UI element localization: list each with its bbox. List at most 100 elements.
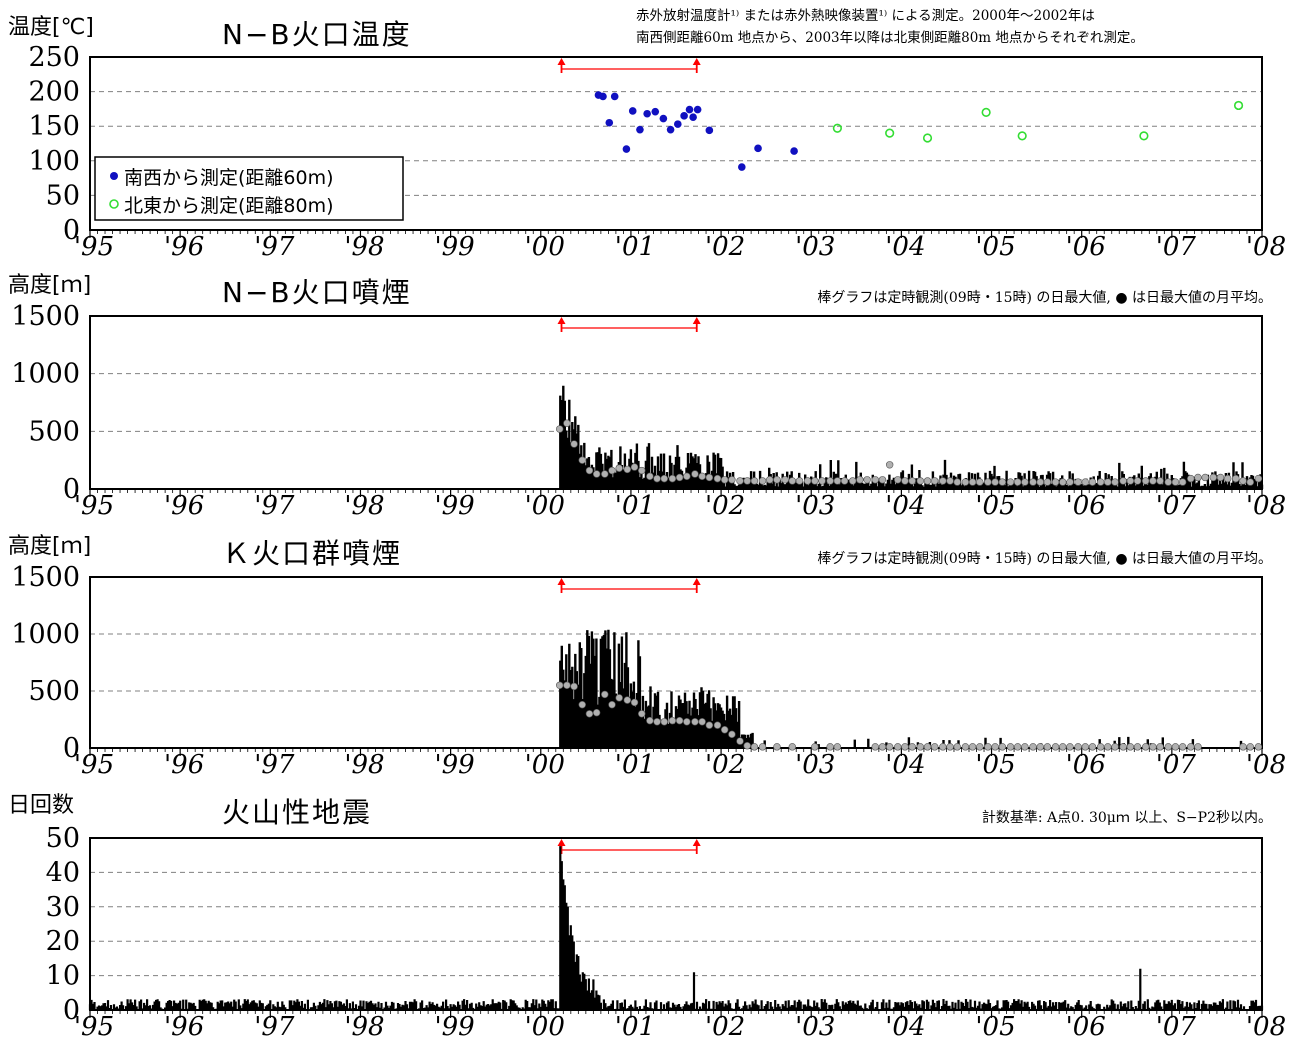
monthly-average-point bbox=[1059, 479, 1066, 486]
eruption-period-arrowhead bbox=[558, 317, 566, 324]
monthly-average-point bbox=[728, 731, 735, 738]
monthly-average-point bbox=[1195, 474, 1202, 481]
monthly-average-point bbox=[947, 743, 954, 750]
monthly-average-point bbox=[646, 717, 653, 724]
monthly-average-point bbox=[924, 478, 931, 485]
monthly-average-point bbox=[683, 473, 690, 480]
monthly-average-point bbox=[737, 478, 744, 485]
x-tick-label: '00 bbox=[525, 750, 565, 780]
x-tick-label: '98 bbox=[344, 232, 384, 262]
monthly-average-point bbox=[1240, 743, 1247, 750]
monthly-average-point bbox=[661, 718, 668, 725]
monthly-average-point bbox=[1247, 479, 1254, 486]
monthly-average-point bbox=[1037, 743, 1044, 750]
monthly-average-point bbox=[624, 466, 631, 473]
monthly-average-point bbox=[1037, 479, 1044, 486]
monthly-average-point bbox=[1150, 478, 1157, 485]
earthquake-title: 火山性地震 bbox=[222, 796, 372, 829]
northeast-point bbox=[1235, 102, 1243, 110]
temperature-note-line1: 赤外放射温度計¹⁾ または赤外熱映像装置¹⁾ による測定。2000年〜2002年… bbox=[636, 8, 1095, 24]
monthly-average-point bbox=[1150, 743, 1157, 750]
monthly-average-point bbox=[638, 467, 645, 474]
monthly-average-point bbox=[985, 479, 992, 486]
y-tick-label: 500 bbox=[28, 416, 80, 447]
monthly-average-point bbox=[1165, 479, 1172, 486]
monthly-average-point bbox=[692, 471, 699, 478]
monthly-average-point bbox=[849, 478, 856, 485]
monthly-average-point bbox=[1217, 474, 1224, 481]
monthly-average-point bbox=[1127, 478, 1134, 485]
northeast-point bbox=[1018, 132, 1026, 140]
monthly-average-point bbox=[872, 743, 879, 750]
monthly-average-point bbox=[1014, 479, 1021, 486]
monthly-average-point bbox=[879, 743, 886, 750]
monthly-average-point bbox=[834, 478, 841, 485]
eruption-period-arrowhead bbox=[693, 317, 701, 324]
monthly-average-point bbox=[564, 682, 571, 689]
monthly-average-point bbox=[564, 420, 571, 427]
x-tick-label: '04 bbox=[885, 232, 925, 262]
monthly-average-point bbox=[894, 743, 901, 750]
southwest-point bbox=[689, 113, 697, 121]
nb-plume-note: 棒グラフは定時観測(09時・15時) の日最大値, ● は日最大値の月平均。 bbox=[817, 289, 1272, 306]
northeast-point bbox=[834, 124, 842, 132]
x-tick-label: '01 bbox=[615, 1012, 655, 1041]
x-tick-label: '07 bbox=[1156, 1012, 1197, 1041]
x-tick-label: '96 bbox=[164, 232, 204, 262]
monthly-average-point bbox=[766, 476, 773, 483]
monthly-average-point bbox=[737, 738, 744, 745]
southwest-point bbox=[694, 106, 702, 114]
monthly-average-point bbox=[654, 718, 661, 725]
monthly-average-point bbox=[714, 475, 721, 482]
monthly-average-point bbox=[1075, 479, 1082, 486]
monthly-average-point bbox=[1030, 743, 1037, 750]
southwest-point bbox=[623, 145, 631, 153]
monthly-average-point bbox=[902, 743, 909, 750]
y-tick-label: 30 bbox=[46, 892, 80, 923]
monthly-average-point bbox=[706, 722, 713, 729]
monthly-average-point bbox=[556, 426, 563, 433]
monthly-average-point bbox=[894, 476, 901, 483]
x-tick-label: '03 bbox=[795, 491, 835, 521]
monthly-average-point bbox=[1007, 743, 1014, 750]
x-tick-label: '06 bbox=[1066, 491, 1106, 521]
monthly-average-point bbox=[601, 691, 608, 698]
monthly-average-point bbox=[1075, 743, 1082, 750]
monthly-average-point bbox=[1195, 743, 1202, 750]
monthly-average-point bbox=[699, 718, 706, 725]
x-tick-label: '02 bbox=[705, 1012, 745, 1041]
y-tick-label: 1500 bbox=[11, 562, 80, 593]
southwest-point bbox=[790, 147, 798, 155]
nb-plume-ylabel: 高度[ｍ] bbox=[8, 273, 91, 298]
monthly-average-point bbox=[571, 441, 578, 448]
y-tick-label: 40 bbox=[46, 857, 80, 888]
monthly-average-point bbox=[999, 743, 1006, 750]
x-tick-label: '05 bbox=[975, 750, 1015, 780]
monthly-average-point bbox=[1224, 475, 1231, 482]
y-tick-label: 10 bbox=[46, 961, 80, 992]
monthly-average-point bbox=[1052, 479, 1059, 486]
monthly-average-point bbox=[1240, 478, 1247, 485]
monthly-average-point bbox=[1021, 743, 1028, 750]
monthly-average-point bbox=[609, 701, 616, 708]
monthly-average-point bbox=[827, 478, 834, 485]
x-tick-label: '08 bbox=[1246, 232, 1286, 262]
x-tick-label: '07 bbox=[1156, 232, 1197, 262]
eruption-period-arrowhead bbox=[693, 839, 701, 846]
monthly-average-point bbox=[969, 479, 976, 486]
monthly-average-point bbox=[931, 478, 938, 485]
monthly-average-point bbox=[1059, 743, 1066, 750]
monthly-average-point bbox=[947, 478, 954, 485]
southwest-point bbox=[680, 112, 688, 120]
monthly-average-point bbox=[683, 718, 690, 725]
monthly-average-point bbox=[759, 478, 766, 485]
legend-southwest-marker bbox=[110, 172, 118, 180]
y-tick-label: 1000 bbox=[11, 359, 80, 390]
monthly-average-point bbox=[789, 478, 796, 485]
x-tick-label: '97 bbox=[254, 750, 295, 780]
monthly-average-point bbox=[1255, 743, 1262, 750]
x-tick-label: '99 bbox=[434, 1012, 474, 1041]
monthly-average-point bbox=[714, 722, 721, 729]
monthly-average-point bbox=[811, 478, 818, 485]
